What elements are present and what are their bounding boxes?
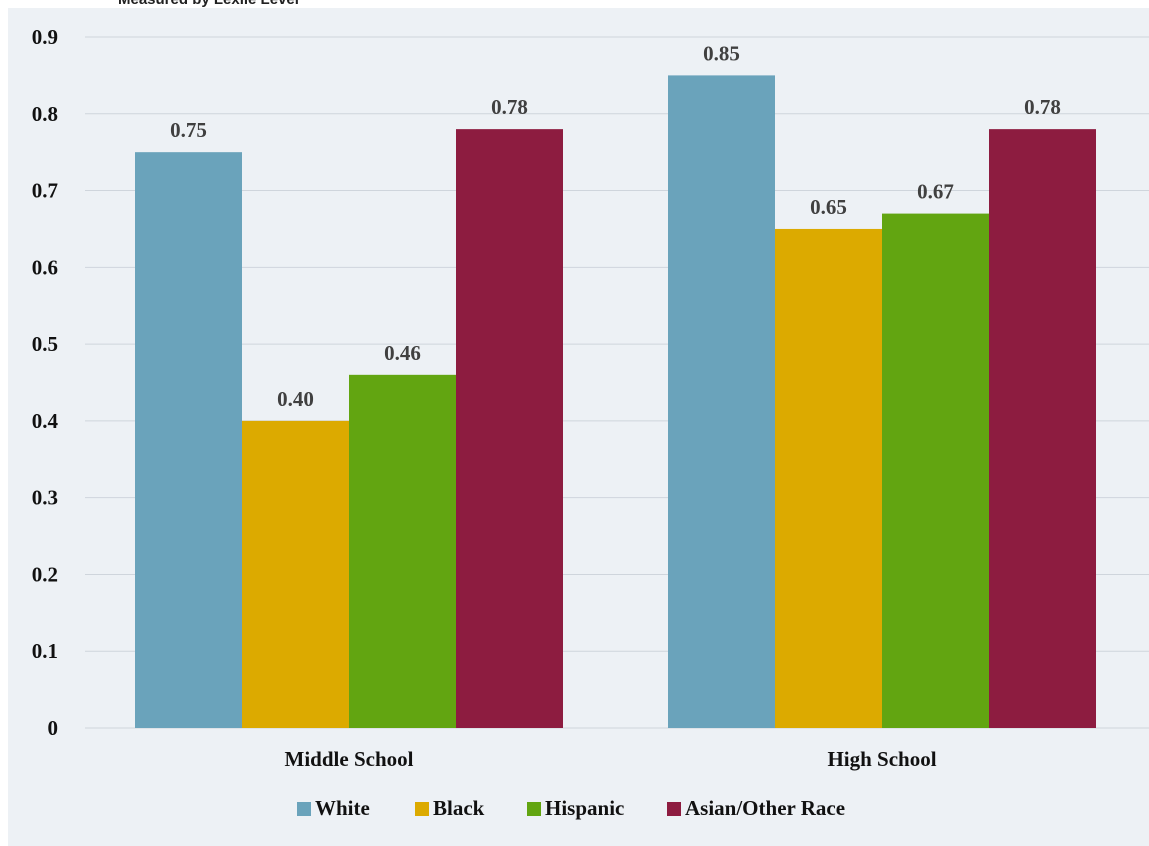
- y-tick-label: 0: [48, 716, 59, 740]
- y-tick-label: 0.6: [32, 255, 58, 279]
- y-tick-label: 0.9: [32, 25, 58, 49]
- data-labels: 0.75 0.40 0.46 0.78 0.85 0.65 0.67 0.78: [170, 41, 1061, 411]
- data-label: 0.85: [703, 41, 740, 65]
- data-label: 0.78: [1024, 95, 1061, 119]
- legend-swatch: [297, 802, 311, 816]
- y-tick-label: 0.5: [32, 332, 58, 356]
- data-label: 0.46: [384, 341, 421, 365]
- bar: [456, 129, 563, 729]
- bar: [882, 213, 989, 729]
- legend-label: Hispanic: [545, 796, 624, 820]
- bar: [989, 129, 1096, 729]
- data-label: 0.78: [491, 95, 528, 119]
- legend-swatch: [527, 802, 541, 816]
- bars: [135, 75, 1096, 729]
- y-tick-label: 0.4: [32, 409, 59, 433]
- bar: [775, 228, 882, 728]
- legend-label: Black: [433, 796, 485, 820]
- bar: [135, 152, 242, 728]
- x-category-label: High School: [827, 747, 936, 771]
- legend-swatch: [415, 802, 429, 816]
- chart-title: Measured by Lexile Level: [118, 0, 299, 8]
- x-category-label: Middle School: [285, 747, 414, 771]
- legend-label: Asian/Other Race: [685, 796, 845, 820]
- bar: [242, 420, 349, 728]
- legend-label: White: [315, 796, 370, 820]
- data-label: 0.75: [170, 118, 207, 142]
- y-tick-label: 0.7: [32, 179, 58, 203]
- y-tick-label: 0.3: [32, 486, 58, 510]
- legend-swatch: [667, 802, 681, 816]
- y-axis: 0 0.1 0.2 0.3 0.4 0.5 0.6 0.7 0.8 0.9: [32, 25, 59, 740]
- y-tick-label: 0.1: [32, 639, 58, 663]
- y-tick-label: 0.8: [32, 102, 58, 126]
- legend: White Black Hispanic Asian/Other Race: [297, 796, 845, 820]
- x-axis: Middle School High School: [285, 747, 937, 771]
- data-label: 0.40: [277, 387, 314, 411]
- bar: [349, 374, 456, 728]
- data-label: 0.67: [917, 180, 954, 204]
- bar: [668, 75, 775, 728]
- data-label: 0.65: [810, 195, 847, 219]
- y-tick-label: 0.2: [32, 562, 58, 586]
